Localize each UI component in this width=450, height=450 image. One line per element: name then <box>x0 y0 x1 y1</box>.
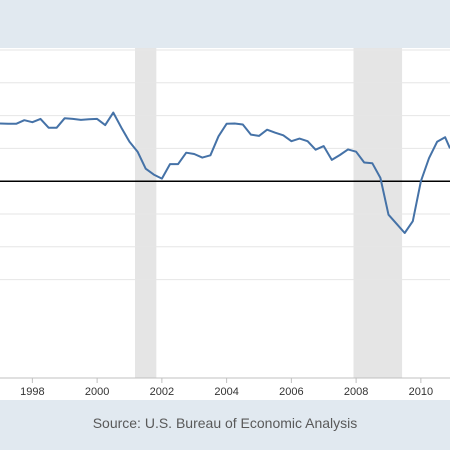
line-chart: 1998 2000 2002 2004 2006 2008 2010 <box>0 48 450 398</box>
x-tick-label: 2008 <box>344 386 368 398</box>
recession-band <box>135 48 157 378</box>
grid-lines <box>0 49 450 281</box>
recession-band <box>353 48 403 378</box>
x-tick-label: 2000 <box>85 386 109 398</box>
x-tick-label: 2002 <box>150 386 174 398</box>
x-tick-label: 2006 <box>279 386 303 398</box>
x-tick-label: 2004 <box>214 386 238 398</box>
source-note: Source: U.S. Bureau of Economic Analysis <box>92 415 358 431</box>
header-band <box>0 0 450 48</box>
recession-bands <box>135 48 403 378</box>
series-line <box>0 111 450 234</box>
x-tick-label: 1998 <box>20 386 44 398</box>
x-axis: 1998 2000 2002 2004 2006 2008 2010 <box>0 377 450 398</box>
series-group <box>0 111 450 234</box>
x-tick-label: 2010 <box>409 386 433 398</box>
